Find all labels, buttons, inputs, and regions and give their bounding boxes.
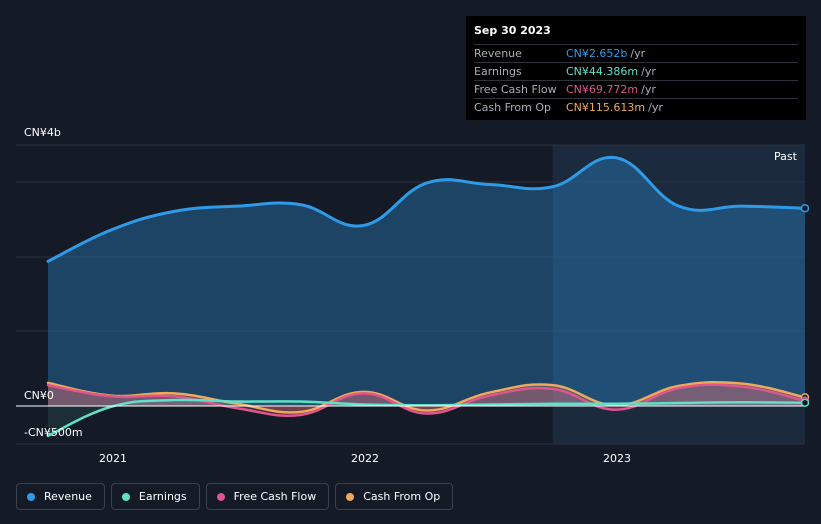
x-tick-label-2022: 2022 [351,452,379,465]
tooltip-value-cash-from-op: CN¥115.613m [566,101,646,114]
tooltip-value-revenue: CN¥2.652b [566,47,628,60]
legend-dot-icon [121,492,130,501]
past-region-band [552,145,805,444]
revenue-end-marker [800,203,810,213]
legend-item-cash-from-op[interactable]: Cash From Op [335,483,454,510]
tooltip-row-free-cash-flow: Free Cash Flow CN¥69.772m /yr [474,80,798,98]
tooltip-date: Sep 30 2023 [474,24,551,37]
legend-dot-icon [346,492,355,501]
tooltip-label: Free Cash Flow [474,83,557,96]
tooltip-row-earnings: Earnings CN¥44.386m /yr [474,62,798,80]
revenue-line [46,155,807,263]
legend-item-earnings[interactable]: Earnings [110,483,200,510]
legend-label: Free Cash Flow [233,490,317,503]
legend: Revenue Earnings Free Cash Flow Cash Fro… [16,483,454,510]
x-tick-label-2021: 2021 [99,452,127,465]
tooltip-value-free-cash-flow: CN¥69.772m [566,83,639,96]
tooltip-row-revenue: Revenue CN¥2.652b /yr [474,44,798,62]
tooltip-row-cash-from-op: Cash From Op CN¥115.613m /yr [474,98,798,116]
legend-label: Cash From Op [363,490,441,503]
tooltip-label: Revenue [474,47,522,60]
series-end-markers [800,203,810,407]
x-tick-label-2023: 2023 [603,452,631,465]
cash-from-op-line [46,380,807,414]
tooltip-unit: /yr [648,101,663,114]
legend-dot-icon [27,492,35,501]
earnings-line [46,398,807,438]
tooltip-unit: /yr [630,47,646,60]
legend-item-free-cash-flow[interactable]: Free Cash Flow [205,483,330,510]
legend-label: Revenue [44,490,92,503]
tooltip-unit: /yr [641,65,656,78]
revenue-area [48,157,805,406]
grid-lines [16,144,805,445]
y-tick-label-zero: CN¥0 [24,389,54,402]
past-label: Past [774,150,797,163]
tooltip-label: Cash From Op [474,101,552,114]
legend-dot-icon [216,492,225,501]
legend-item-revenue[interactable]: Revenue [16,483,105,510]
legend-label: Earnings [138,490,187,503]
tooltip-unit: /yr [641,83,656,96]
earnings-end-marker [800,398,810,407]
y-tick-label-top: CN¥4b [24,126,61,139]
series-lines [46,155,807,438]
free-cash-flow-line [46,383,807,417]
tooltip-panel: Sep 30 2023 Revenue CN¥2.652b /yr Earnin… [466,16,806,120]
tooltip-value-earnings: CN¥44.386m [566,65,639,78]
y-tick-label-bottom: -CN¥500m [24,426,83,439]
tooltip-label: Earnings [474,65,522,78]
